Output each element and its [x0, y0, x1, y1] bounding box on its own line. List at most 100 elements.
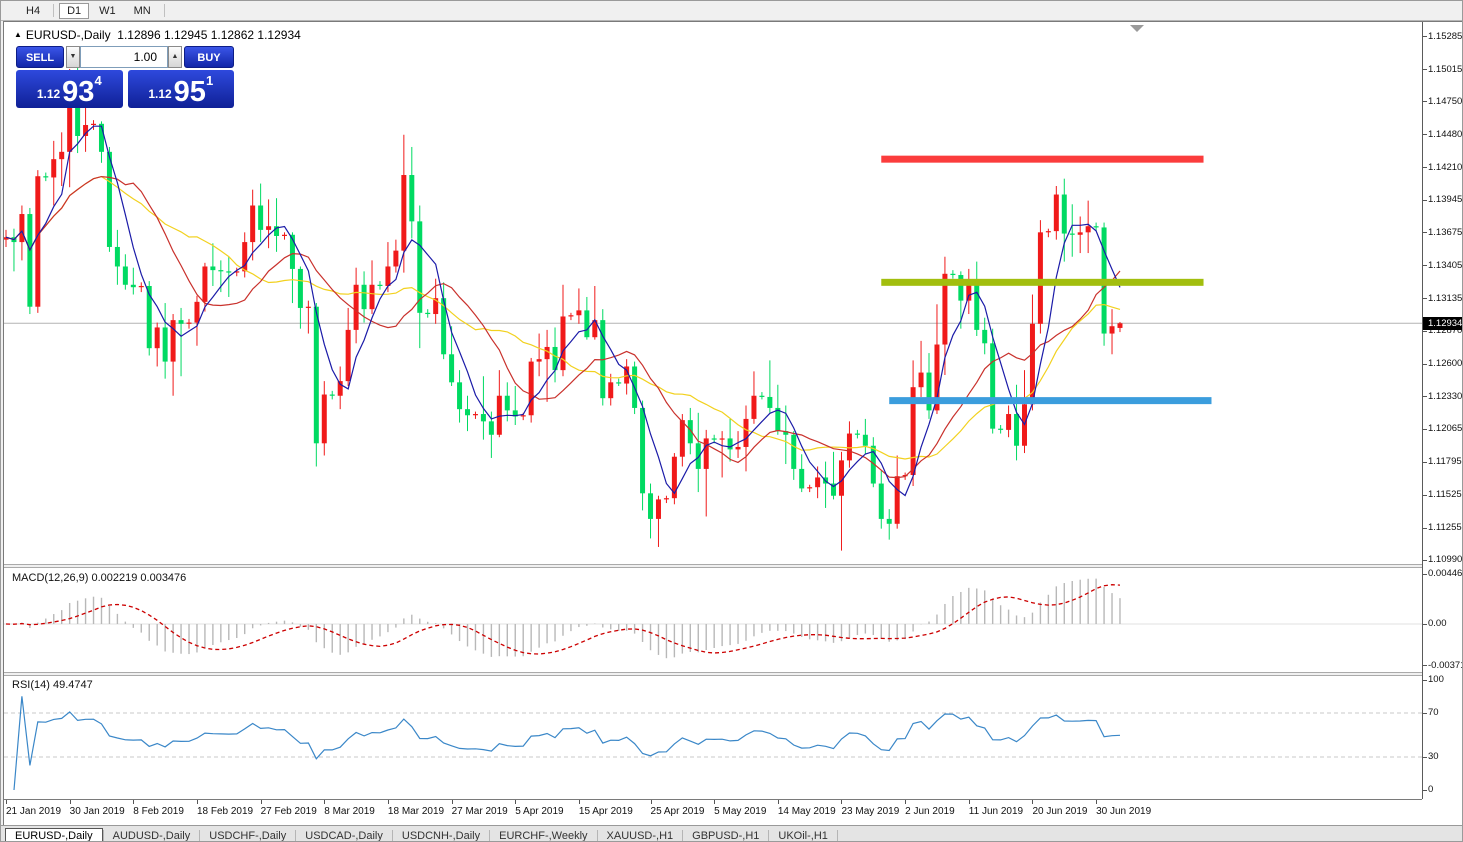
sell-button[interactable]: SELL [16, 46, 64, 68]
date-axis-label: 21 Jan 2019 [6, 806, 62, 817]
lot-decrease-button[interactable]: ▼ [66, 46, 80, 68]
price-axis[interactable]: 1.15285 1.15015 1.14750 1.14480 1.14210 1.139… [1422, 22, 1463, 799]
date-axis-label: 27 Feb 2019 [260, 806, 317, 817]
ask-price-big: 95 [173, 76, 206, 109]
date-tick [578, 800, 580, 804]
chart-tab-ukoilh1[interactable]: UKOil-,H1 [778, 830, 828, 842]
collapse-trade-panel-icon[interactable]: ▲ [14, 30, 22, 39]
date-axis-label: 5 May 2019 [714, 806, 767, 817]
axis-tick [1423, 789, 1427, 791]
price-axis-label: 1.13945 [1428, 194, 1463, 205]
date-tick [1096, 800, 1098, 804]
date-tick [650, 800, 652, 804]
buy-button[interactable]: BUY [184, 46, 234, 68]
timeframe-button-d1[interactable]: D1 [59, 2, 90, 19]
tab-separator [102, 830, 104, 841]
tab-separator [596, 830, 598, 841]
date-axis-label: 25 Apr 2019 [650, 806, 705, 817]
price-axis-label: 1.13135 [1428, 292, 1463, 304]
macd-indicator-panel[interactable] [4, 568, 1422, 672]
axis-tick [1423, 679, 1427, 681]
date-axis-label: 8 Feb 2019 [133, 806, 184, 817]
bid-price-pip: 4 [94, 73, 102, 88]
rsi-indicator-panel[interactable] [4, 676, 1422, 799]
chart-tab-usdcaddaily[interactable]: USDCAD-,Daily [305, 830, 383, 842]
chart-tab-audusddaily[interactable]: AUDUSD-,Daily [112, 830, 191, 842]
bid-price-button[interactable]: 1.12 93 4 [16, 70, 123, 108]
toolbar-separator [53, 4, 55, 17]
macd-axis-label: -0.003715 [1428, 659, 1462, 671]
chart-symbol-label: EURUSD-,Daily [25, 28, 111, 42]
date-axis-label: 18 Mar 2019 [387, 806, 445, 817]
timeframe-button-w1[interactable]: W1 [99, 4, 116, 17]
tab-separator [682, 830, 684, 841]
date-tick [515, 800, 517, 804]
date-axis-label: 11 Jun 2019 [968, 806, 1024, 817]
date-tick [714, 800, 716, 804]
chart-tab-eurchfweekly[interactable]: EURCHF-,Weekly [499, 830, 588, 842]
bid-price-prefix: 1.12 [36, 87, 61, 101]
rsi-label: RSI(14) 49.4747 [12, 679, 93, 691]
axis-tick [1423, 527, 1427, 529]
axis-tick [1423, 69, 1427, 71]
date-tick [905, 800, 907, 804]
chart-tab-eurusddaily[interactable]: EURUSD-,Daily [5, 828, 103, 841]
rsi-axis-label: 30 [1428, 751, 1439, 762]
date-axis-label: 30 Jan 2019 [69, 806, 125, 817]
date-axis-label: 20 Jun 2019 [1032, 806, 1088, 817]
date-axis-label: 5 Apr 2019 [515, 806, 564, 817]
lot-increase-button[interactable]: ▲ [168, 46, 182, 68]
axis-tick [1423, 712, 1427, 714]
price-axis-label: 1.12065 [1428, 423, 1463, 435]
price-axis-label: 1.11525 [1428, 489, 1462, 501]
axis-tick [1423, 232, 1427, 234]
main-price-chart[interactable] [4, 22, 1422, 564]
price-axis-label: 1.15015 [1428, 63, 1463, 75]
tab-separator [391, 830, 393, 841]
chart-tab-gbpusdh1[interactable]: GBPUSD-,H1 [692, 830, 760, 842]
axis-tick [1423, 36, 1427, 38]
date-axis-label: 8 Mar 2019 [324, 806, 375, 817]
panel-splitter[interactable] [4, 564, 1422, 568]
chart-title: ▲ EURUSD-,Daily 1.12896 1.12945 1.12862 1… [14, 28, 301, 42]
timeframe-toolbar: H4 D1 W1 MN [1, 1, 1462, 21]
axis-tick [1423, 330, 1427, 332]
price-axis-label: 1.13405 [1428, 259, 1463, 271]
date-axis[interactable]: 21 Jan 2019 30 Jan 2019 8 Feb 2019 18 Feb 2… [4, 799, 1422, 826]
chart-ohlc-values: 1.12896 1.12945 1.12862 1.12934 [117, 28, 301, 42]
lot-size-input[interactable]: 1.00 [80, 46, 168, 68]
date-axis-label: 2 Jun 2019 [905, 806, 955, 817]
date-tick [968, 800, 970, 804]
date-axis-label: 15 Apr 2019 [578, 806, 633, 817]
axis-tick [1423, 363, 1427, 365]
tab-separator [768, 830, 770, 841]
price-axis-label: 1.14210 [1428, 161, 1463, 173]
axis-tick [1423, 559, 1427, 561]
price-axis-label: 1.12600 [1428, 358, 1463, 370]
chart-tab-usdchfdaily[interactable]: USDCHF-,Daily [209, 830, 287, 842]
macd-label: MACD(12,26,9) 0.002219 0.003476 [12, 572, 187, 584]
rsi-axis-label: 70 [1428, 707, 1439, 718]
chart-window: ▲ EURUSD-,Daily 1.12896 1.12945 1.12862 1… [3, 21, 1463, 826]
timeframe-button-mn[interactable]: MN [133, 4, 151, 17]
tab-separator [295, 830, 297, 841]
timeframe-button-h4[interactable]: H4 [26, 4, 41, 17]
date-axis-label: 18 Feb 2019 [196, 806, 254, 817]
axis-tick [1423, 199, 1427, 201]
chart-tab-usdcnhdaily[interactable]: USDCNH-,Daily [401, 830, 481, 842]
axis-tick [1423, 428, 1427, 430]
axis-tick [1423, 756, 1427, 758]
one-click-trading-panel: SELL ▼ 1.00 ▲ BUY 1.12 93 4 1.12 95 1 [16, 46, 234, 108]
date-tick [451, 800, 453, 804]
toolbar-separator [163, 4, 165, 17]
price-axis-label: 1.11255 [1428, 522, 1462, 534]
chart-tab-xauusdh1[interactable]: XAUUSD-,H1 [606, 830, 674, 842]
ask-price-button[interactable]: 1.12 95 1 [127, 70, 234, 109]
date-tick [324, 800, 326, 804]
ask-price-prefix: 1.12 [148, 87, 172, 101]
tab-separator [836, 830, 838, 841]
date-tick [1032, 800, 1034, 804]
panel-splitter[interactable] [4, 672, 1422, 676]
date-axis-label: 14 May 2019 [777, 806, 836, 817]
